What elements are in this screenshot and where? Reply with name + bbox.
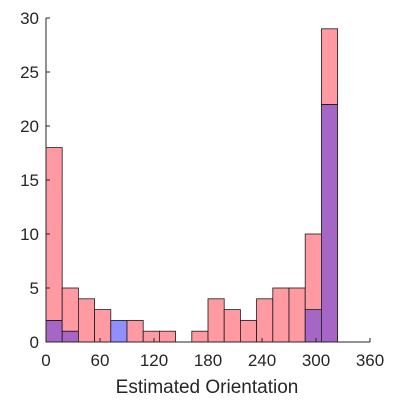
bar-series-1	[142, 330, 160, 343]
bar-series-1	[207, 298, 225, 343]
bar-overlap	[304, 309, 322, 343]
x-tick-label: 240	[248, 351, 276, 370]
y-tick-label: 25	[20, 63, 39, 82]
x-tick-label: 60	[91, 351, 110, 370]
bars-layer	[45, 28, 338, 343]
bar-series-1	[61, 287, 79, 332]
y-tick-label: 0	[30, 333, 39, 352]
bar-series-1	[191, 330, 209, 343]
bar-series-1	[272, 287, 290, 343]
y-tick-label: 5	[30, 279, 39, 298]
y-tick-label: 30	[20, 9, 39, 28]
x-tick-label: 120	[140, 351, 168, 370]
bar-series-1	[158, 330, 176, 343]
y-tick-label: 10	[20, 225, 39, 244]
bar-series-1	[256, 298, 274, 343]
x-tick-label: 0	[41, 351, 50, 370]
bar-series-1	[288, 287, 306, 343]
bar-series-1	[126, 319, 144, 343]
x-tick-label: 300	[302, 351, 330, 370]
bar-series-1	[78, 298, 96, 343]
y-tick-label: 20	[20, 117, 39, 136]
bar-series-1	[320, 28, 338, 105]
bar-overlap	[61, 330, 79, 343]
bar-overlap	[320, 104, 338, 343]
x-tick-label: 180	[194, 351, 222, 370]
x-tick-label: 360	[356, 351, 384, 370]
bar-series-2	[110, 319, 128, 343]
x-axis-title: Estimated Orientation	[116, 377, 299, 398]
bar-series-1	[304, 233, 322, 310]
bar-overlap	[45, 319, 63, 343]
bar-series-1	[239, 319, 257, 343]
axes-layer	[45, 17, 371, 343]
bar-series-1	[223, 309, 241, 343]
bar-series-1	[94, 309, 112, 343]
y-tick-label: 15	[20, 171, 39, 190]
